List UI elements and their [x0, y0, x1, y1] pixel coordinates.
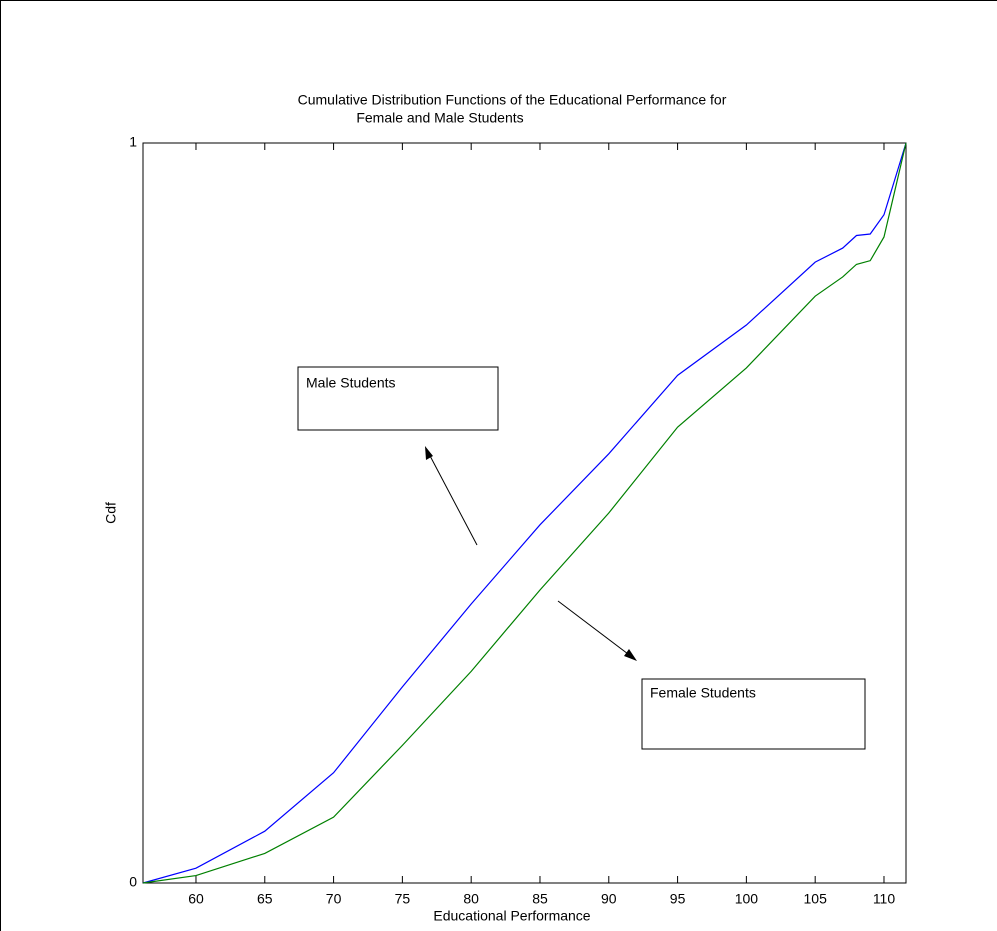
x-tick-label: 60	[188, 891, 204, 907]
chart-title: Cumulative Distribution Functions of the…	[298, 92, 727, 108]
x-axis-label: Educational Performance	[433, 908, 590, 924]
x-tick-label: 110	[873, 891, 896, 907]
y-tick-label: 1	[129, 134, 137, 150]
annotation: Female Students	[650, 685, 756, 701]
y-axis-label: Cdf	[103, 502, 119, 524]
annotation-box	[641, 678, 866, 750]
x-tick-label: 65	[257, 891, 273, 907]
arrow-head	[624, 649, 637, 661]
chart-title: Female and Male Students	[356, 110, 523, 126]
annotation: Male Students	[306, 375, 396, 391]
x-tick-label: 80	[463, 891, 479, 907]
x-tick-label: 90	[601, 891, 617, 907]
series-line	[142, 142, 907, 884]
arrow-head	[425, 446, 433, 460]
x-tick-label: 85	[532, 891, 548, 907]
plot-area	[142, 142, 907, 884]
x-tick-label: 70	[326, 891, 342, 907]
annotation-box	[297, 366, 499, 431]
x-tick-label: 100	[735, 891, 759, 907]
x-tick-label: 105	[804, 891, 828, 907]
arrow	[427, 451, 478, 546]
y-tick-label: 0	[129, 874, 137, 890]
series-line	[142, 142, 907, 884]
x-tick-label: 95	[670, 891, 686, 907]
arrow	[557, 600, 633, 658]
x-tick-label: 75	[395, 891, 411, 907]
